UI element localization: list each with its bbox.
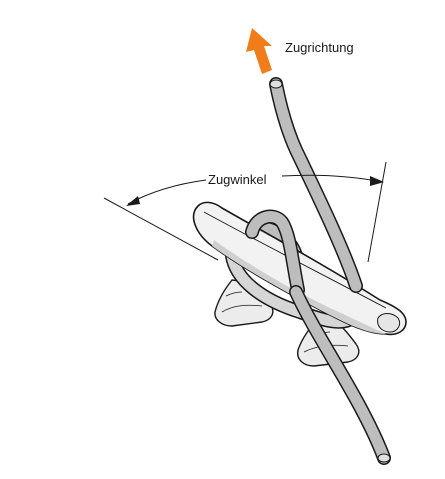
pull-direction-arrow xyxy=(246,28,272,74)
rope-tail xyxy=(289,285,391,465)
rope-end-bottom xyxy=(377,453,391,463)
rope-over-horn xyxy=(245,209,305,297)
rope-standing-part xyxy=(269,77,363,293)
pull-angle-label: Zugwinkel xyxy=(208,172,267,187)
pull-direction-label: Zugrichtung xyxy=(285,40,354,55)
angle-arc xyxy=(126,174,384,206)
angle-reference-line-right xyxy=(367,161,387,263)
angle-reference-line-left xyxy=(103,197,219,261)
rope-end-top xyxy=(269,79,283,89)
